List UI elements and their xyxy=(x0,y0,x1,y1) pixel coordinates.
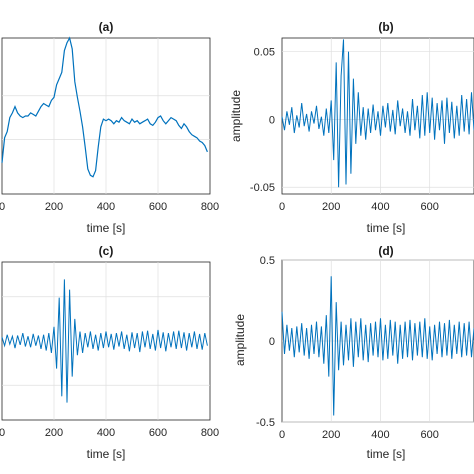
panel-b-y-tick-label: 0 xyxy=(269,114,275,126)
panel-d-x-tick-label: 200 xyxy=(322,429,340,441)
panel-a-series-line xyxy=(1,36,208,178)
panel-c-x-ticks: 0 200 400 600 800 xyxy=(0,427,219,439)
panel-b-grid xyxy=(282,38,474,194)
panel-d-y-tick-label: 0 xyxy=(269,336,275,348)
panel-b-x-tick-label: 400 xyxy=(371,201,389,213)
panel-d-y-tick-label: -0.5 xyxy=(256,417,275,429)
panel-a: (a) 0 200 400 600 800 time [s] xyxy=(0,20,219,235)
panel-b-x-tick-label: 600 xyxy=(421,201,439,213)
panel-b: (b) 0 200 400 600 0.05 0 -0.05 time [s] ampli… xyxy=(229,20,474,235)
panel-a-x-label: time [s] xyxy=(87,221,126,235)
panel-b-y-label: amplitude xyxy=(229,90,243,142)
panel-d: (d) 0 200 400 600 0.5 0 -0.5 time [s] amplitu… xyxy=(233,244,474,461)
panel-d-series-line xyxy=(281,276,474,416)
panel-c-title: (c) xyxy=(99,244,114,258)
panel-d-y-tick-label: 0.5 xyxy=(260,255,275,267)
panel-c-x-tick-label: 0 xyxy=(0,427,5,439)
panel-b-series-line xyxy=(281,39,474,188)
panel-c: (c) 0 200 400 600 800 time [s] xyxy=(0,244,219,461)
panel-b-y-ticks: 0.05 0 -0.05 xyxy=(250,47,275,195)
panel-c-x-label: time [s] xyxy=(87,447,126,461)
panel-d-title: (d) xyxy=(378,244,393,258)
panel-b-y-tick-label: -0.05 xyxy=(250,182,275,194)
panel-a-x-tick-label: 0 xyxy=(0,201,5,213)
panel-c-x-tick-label: 600 xyxy=(149,427,167,439)
panel-d-y-label: amplitude xyxy=(233,314,247,366)
panel-b-y-tick-label: 0.05 xyxy=(254,47,275,59)
panel-b-x-ticks: 0 200 400 600 xyxy=(279,201,439,213)
panel-d-x-tick-label: 0 xyxy=(279,429,285,441)
panel-b-x-label: time [s] xyxy=(367,221,406,235)
panel-d-grid xyxy=(282,259,474,423)
panel-a-x-ticks: 0 200 400 600 800 xyxy=(0,201,219,213)
panel-a-x-tick-label: 600 xyxy=(149,201,167,213)
panel-a-title: (a) xyxy=(99,20,114,34)
panel-c-x-tick-label: 800 xyxy=(201,427,219,439)
panel-c-x-tick-label: 200 xyxy=(45,427,63,439)
panel-d-y-ticks: 0.5 0 -0.5 xyxy=(256,255,275,429)
panel-d-x-tick-label: 400 xyxy=(371,429,389,441)
panel-c-series-line xyxy=(1,279,208,403)
panel-b-x-tick-label: 0 xyxy=(279,201,285,213)
panel-d-x-tick-label: 600 xyxy=(421,429,439,441)
panel-d-x-ticks: 0 200 400 600 xyxy=(279,429,439,441)
panel-a-grid xyxy=(2,38,210,194)
panel-a-x-tick-label: 400 xyxy=(97,201,115,213)
panel-d-x-label: time [s] xyxy=(367,447,406,461)
panel-a-x-tick-label: 800 xyxy=(201,201,219,213)
panel-c-grid xyxy=(2,262,210,420)
panel-a-x-tick-label: 200 xyxy=(45,201,63,213)
panel-b-title: (b) xyxy=(378,20,393,34)
panel-c-x-tick-label: 400 xyxy=(97,427,115,439)
panel-b-x-tick-label: 200 xyxy=(322,201,340,213)
